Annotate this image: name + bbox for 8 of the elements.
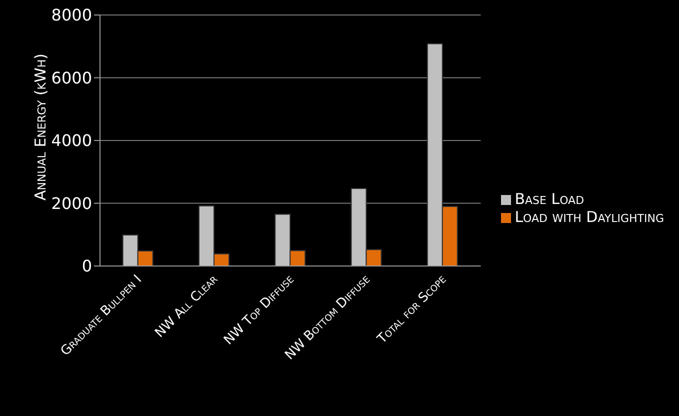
y-tick-label: 2000: [51, 194, 92, 213]
y-tick-label: 0: [82, 256, 92, 276]
y-tick-label: 8000: [51, 6, 92, 25]
legend-label: Base Load: [514, 190, 584, 208]
y-tick-label: 4000: [51, 131, 92, 150]
y-tick-label: 6000: [51, 68, 92, 88]
y-axis-title: Annual Energy (kWh): [31, 54, 50, 200]
legend-label: Load with Daylighting: [514, 208, 664, 226]
